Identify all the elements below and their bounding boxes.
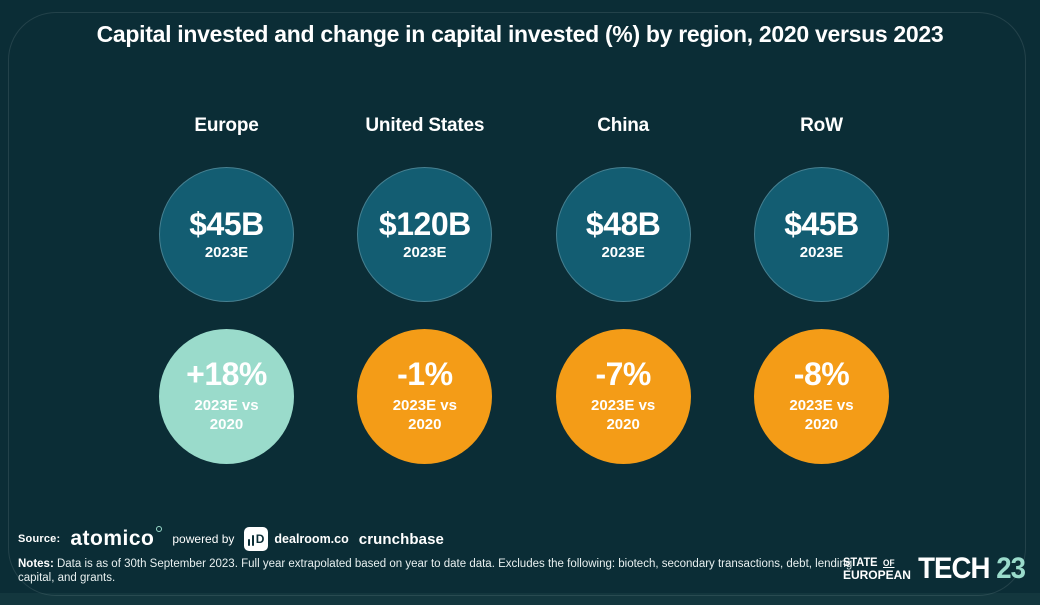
brand-stack: STATE OF EUROPEAN (842, 555, 911, 582)
change-circles-row: +18% 2023E vs 2020 -1% 2023E vs 2020 -7%… (159, 329, 889, 464)
source-row: Source: atomico powered by D dealroom.co… (18, 525, 444, 553)
change-circle-china: -7% 2023E vs 2020 (555, 329, 691, 464)
change-sublabel: 2023E vs 2020 (591, 396, 656, 434)
change-value: -1% (397, 356, 453, 393)
change-sublabel: 2023E vs 2020 (392, 396, 457, 434)
amount-sublabel: 2023E (403, 244, 447, 262)
amount-circle-china: $48B 2023E (555, 167, 691, 302)
amount-circle-europe: $45B 2023E (159, 167, 294, 302)
change-value: -7% (595, 356, 651, 393)
change-circle-row: -8% 2023E vs 2020 (753, 329, 889, 464)
region-header-united-states: United States (365, 115, 485, 136)
brand-year: 23 (995, 552, 1026, 585)
bottom-strip (0, 593, 1040, 605)
region-header-china: China (597, 115, 650, 136)
change-sublabel: 2023E vs 2020 (789, 396, 854, 434)
amount-value: $120B (378, 205, 471, 242)
notes: Notes: Data is as of 30th September 2023… (18, 557, 853, 585)
region-header-europe: Europe (194, 115, 259, 136)
amount-value: $48B (585, 205, 661, 242)
change-circle-united-states: -1% 2023E vs 2020 (357, 329, 493, 464)
dealroom-logo: D dealroom.co (244, 527, 349, 551)
amount-sublabel: 2023E (799, 244, 844, 262)
change-value: +18% (186, 356, 267, 393)
amount-circle-row: $45B 2023E (753, 167, 889, 302)
page-title: Capital invested and change in capital i… (96, 21, 944, 47)
notes-label: Notes: (18, 558, 54, 570)
powered-by-label: powered by (172, 532, 235, 546)
decorative-frame (8, 12, 1026, 596)
amount-circles-row: $45B 2023E $120B 2023E $48B 2023E $45B 2… (159, 167, 889, 302)
region-header-row: RoW (800, 115, 843, 136)
amount-value: $45B (784, 205, 859, 242)
region-headers: Europe United States China RoW (159, 115, 889, 137)
dealroom-label: dealroom.co (274, 532, 349, 546)
change-circle-europe: +18% 2023E vs 2020 (159, 329, 294, 464)
notes-text: Data is as of 30th September 2023. Full … (18, 558, 853, 584)
atomico-ring-icon (156, 526, 163, 532)
amount-sublabel: 2023E (204, 244, 249, 262)
amount-circle-united-states: $120B 2023E (357, 167, 493, 302)
amount-sublabel: 2023E (601, 244, 645, 262)
atomico-logo: atomico (70, 526, 163, 551)
change-value: -8% (793, 356, 850, 393)
brand-tech: TECH (918, 552, 990, 585)
dealroom-icon: D (244, 527, 269, 551)
amount-value: $45B (189, 205, 264, 242)
crunchbase-logo: crunchbase (358, 530, 444, 548)
change-sublabel: 2023E vs 2020 (194, 396, 259, 434)
state-of-european-tech-logo: STATE OF EUROPEAN TECH 23 (843, 554, 1026, 584)
source-label: Source: (18, 533, 61, 545)
